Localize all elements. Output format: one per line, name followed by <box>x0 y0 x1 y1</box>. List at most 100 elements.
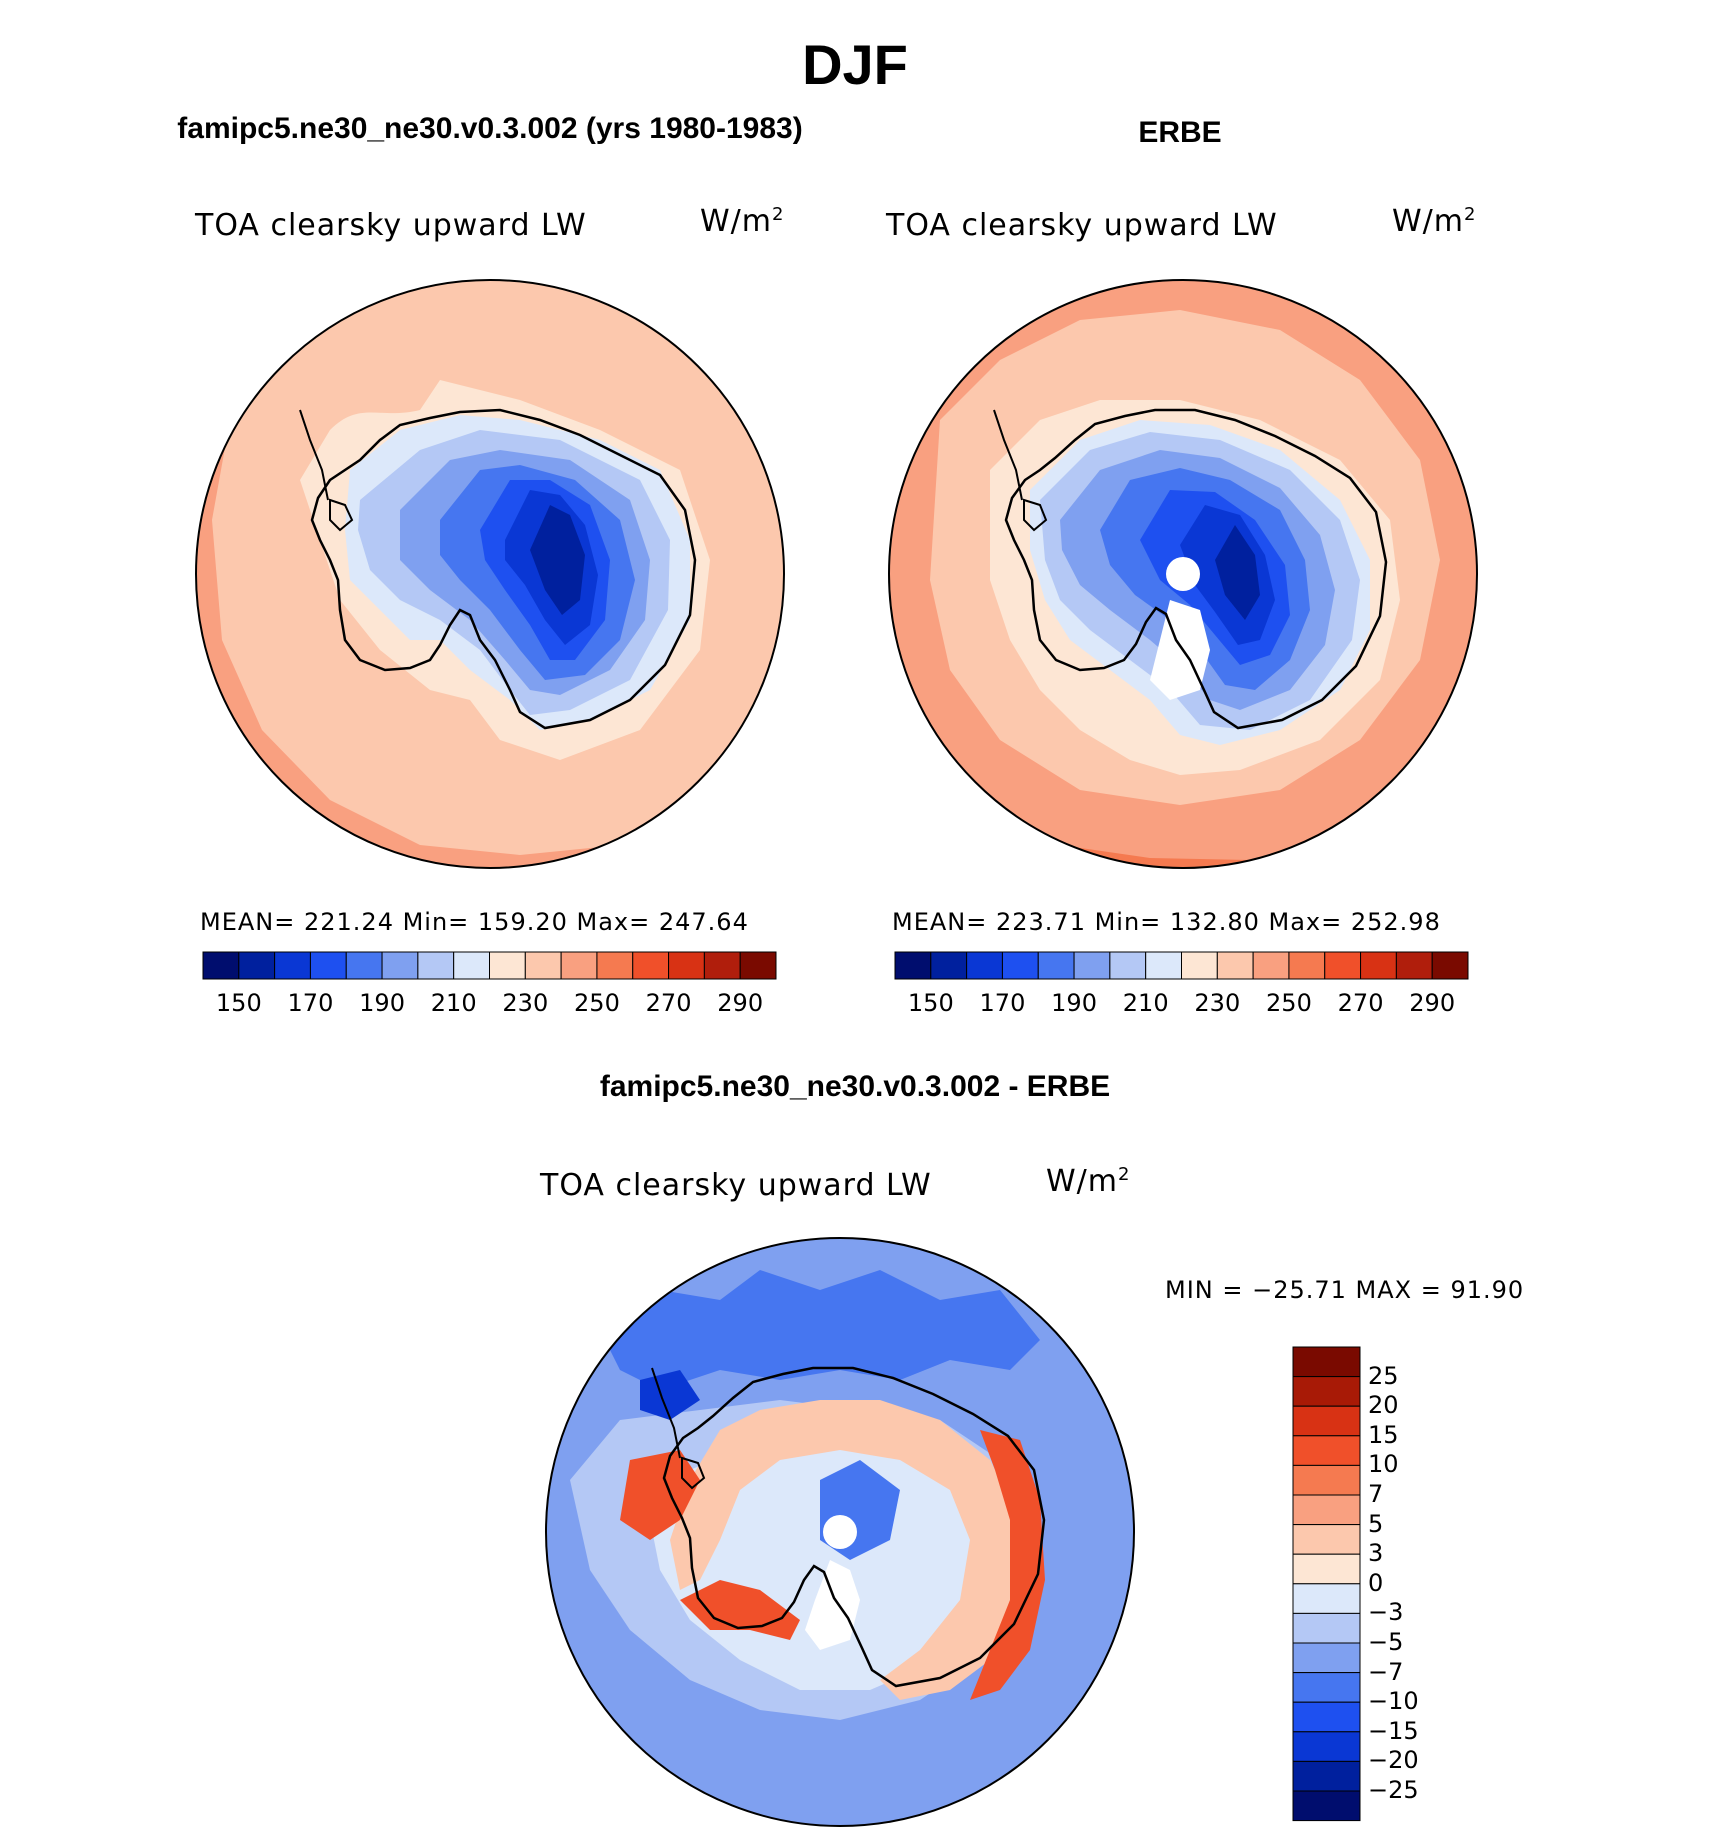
diff-colorbar-tick-label: 5 <box>1368 1509 1384 1538</box>
diff-colorbar-swatch <box>1292 1583 1361 1614</box>
model-colorbar-tick-label: 190 <box>359 989 405 1017</box>
model-coastline <box>310 408 697 730</box>
obs-colorbar-swatch <box>1360 951 1397 980</box>
obs-colorbar-tick-label: 210 <box>1122 989 1169 1017</box>
model-stats: MEAN= 221.24 Min= 159.20 Max= 247.64 <box>200 908 749 936</box>
model-colorbar-swatch <box>274 951 311 980</box>
obs-variable-label: TOA clearsky upward LW <box>886 208 1278 243</box>
obs-colorbar-swatch <box>1181 951 1218 980</box>
diff-colorbar-swatch <box>1292 1435 1361 1466</box>
model-colorbar <box>202 951 777 980</box>
diff-colorbar-swatch <box>1292 1464 1361 1496</box>
obs-map-border <box>888 279 1478 869</box>
model-colorbar-swatch <box>596 951 634 980</box>
obs-colorbar-tick-label: 250 <box>1266 989 1312 1017</box>
diff-colorbar-swatch <box>1292 1376 1361 1407</box>
diff-colorbar-swatch <box>1292 1672 1361 1703</box>
diff-colorbar-tick-label: 3 <box>1368 1539 1384 1568</box>
obs-coastline <box>1004 408 1388 730</box>
diff-colorbar-swatch <box>1292 1760 1361 1792</box>
model-colorbar-tick-label: 210 <box>430 989 477 1017</box>
obs-stats: MEAN= 223.71 Min= 132.80 Max= 252.98 <box>892 908 1441 936</box>
model-colorbar-swatch <box>202 951 240 980</box>
model-colorbar-tick-label: 230 <box>502 989 549 1017</box>
obs-colorbar-swatch <box>1001 951 1039 980</box>
obs-colorbar-swatch <box>894 951 932 980</box>
diff-colorbar-tick-label: −3 <box>1368 1598 1404 1627</box>
diff-pole-hole <box>823 1515 857 1549</box>
obs-colorbar-swatch <box>1431 951 1469 980</box>
model-colorbar-tick-label: 150 <box>215 989 262 1017</box>
diff-map-border <box>545 1237 1135 1827</box>
diff-colorbar-swatch <box>1292 1731 1361 1762</box>
diff-colorbar-tick-label: −15 <box>1368 1716 1419 1745</box>
diff-units-label: W/m2 <box>1046 1164 1131 1199</box>
diff-colorbar-swatch <box>1292 1524 1361 1555</box>
model-units-label: W/m2 <box>700 204 785 239</box>
model-colorbar-swatch <box>668 951 705 980</box>
diff-minmax: MIN = −25.71 MAX = 91.90 <box>1165 1276 1525 1304</box>
obs-colorbar-tick-label: 290 <box>1409 989 1456 1017</box>
diff-missing-region <box>805 1560 860 1650</box>
figure-title: DJF <box>802 33 908 96</box>
obs-colorbar-swatch <box>1216 951 1254 980</box>
obs-colorbar-swatch <box>1288 951 1326 980</box>
model-map-border <box>195 279 785 869</box>
obs-colorbar-swatch <box>1145 951 1182 980</box>
obs-colorbar-swatch <box>930 951 968 980</box>
diff-colorbar-swatch <box>1292 1494 1361 1526</box>
obs-colorbar-swatch <box>1395 951 1433 980</box>
diff-colorbar-tick-label: −25 <box>1368 1776 1419 1804</box>
model-variable-label: TOA clearsky upward LW <box>195 208 587 243</box>
diff-colorbar-tick-label: 7 <box>1368 1480 1384 1508</box>
diff-colorbar-swatch <box>1292 1701 1361 1733</box>
model-colorbar-tick-label: 270 <box>645 989 692 1017</box>
diff-colorbar-tick-label: −5 <box>1368 1628 1404 1656</box>
obs-colorbar-swatch <box>1324 951 1362 980</box>
diff-colorbar <box>1292 1346 1361 1822</box>
model-colorbar-swatch <box>703 951 741 980</box>
diff-colorbar-swatch <box>1292 1790 1361 1822</box>
diff-colorbar-swatch <box>1292 1642 1361 1674</box>
diff-panel-title: famipc5.ne30_ne30.v0.3.002 - ERBE <box>599 1070 1111 1103</box>
diff-polar-map <box>546 1238 1134 1826</box>
model-polar-map <box>196 280 784 868</box>
model-colorbar-swatch <box>345 951 383 980</box>
diff-coastline <box>662 1366 1046 1688</box>
diff-colorbar-swatch <box>1292 1612 1361 1644</box>
diff-colorbar-tick-label: −10 <box>1368 1687 1419 1716</box>
diff-colorbar-tick-label: 25 <box>1368 1361 1399 1390</box>
obs-colorbar-tick-label: 170 <box>979 989 1026 1017</box>
diff-colorbar-tick-label: 20 <box>1368 1391 1399 1420</box>
model-colorbar-swatch <box>453 951 490 980</box>
obs-colorbar-swatch <box>1109 951 1147 980</box>
diff-colorbar-swatch <box>1292 1553 1361 1585</box>
diff-hot-coast-west <box>620 1450 700 1540</box>
obs-missing-region <box>1150 600 1210 700</box>
obs-pole-hole <box>1166 557 1200 591</box>
obs-colorbar-swatch <box>1073 951 1111 980</box>
diff-hot-coast-east <box>970 1430 1045 1700</box>
model-colorbar-swatch <box>238 951 276 980</box>
model-colorbar-swatch <box>524 951 562 980</box>
obs-panel-title: ERBE <box>1138 116 1222 149</box>
diff-colorbar-swatch <box>1292 1405 1361 1437</box>
diff-warm-coast <box>670 1400 1020 1700</box>
obs-colorbar-tick-label: 270 <box>1337 989 1384 1017</box>
obs-colorbar-swatch <box>1037 951 1075 980</box>
model-colorbar-swatch <box>489 951 526 980</box>
model-colorbar-tick-label: 250 <box>574 989 620 1017</box>
model-colorbar-tick-label: 170 <box>287 989 334 1017</box>
obs-colorbar-tick-label: 230 <box>1194 989 1241 1017</box>
model-panel-title: famipc5.ne30_ne30.v0.3.002 (yrs 1980-198… <box>177 112 803 145</box>
diff-colorbar-tick-label: −20 <box>1368 1746 1419 1775</box>
diff-colorbar-tick-label: 15 <box>1368 1420 1399 1449</box>
obs-polar-map <box>889 280 1477 868</box>
diff-variable-label: TOA clearsky upward LW <box>540 1168 932 1203</box>
model-colorbar-swatch <box>381 951 419 980</box>
obs-colorbar <box>894 951 1469 980</box>
model-colorbar-tick-label: 290 <box>717 989 764 1017</box>
model-colorbar-swatch <box>309 951 347 980</box>
model-colorbar-swatch <box>739 951 777 980</box>
